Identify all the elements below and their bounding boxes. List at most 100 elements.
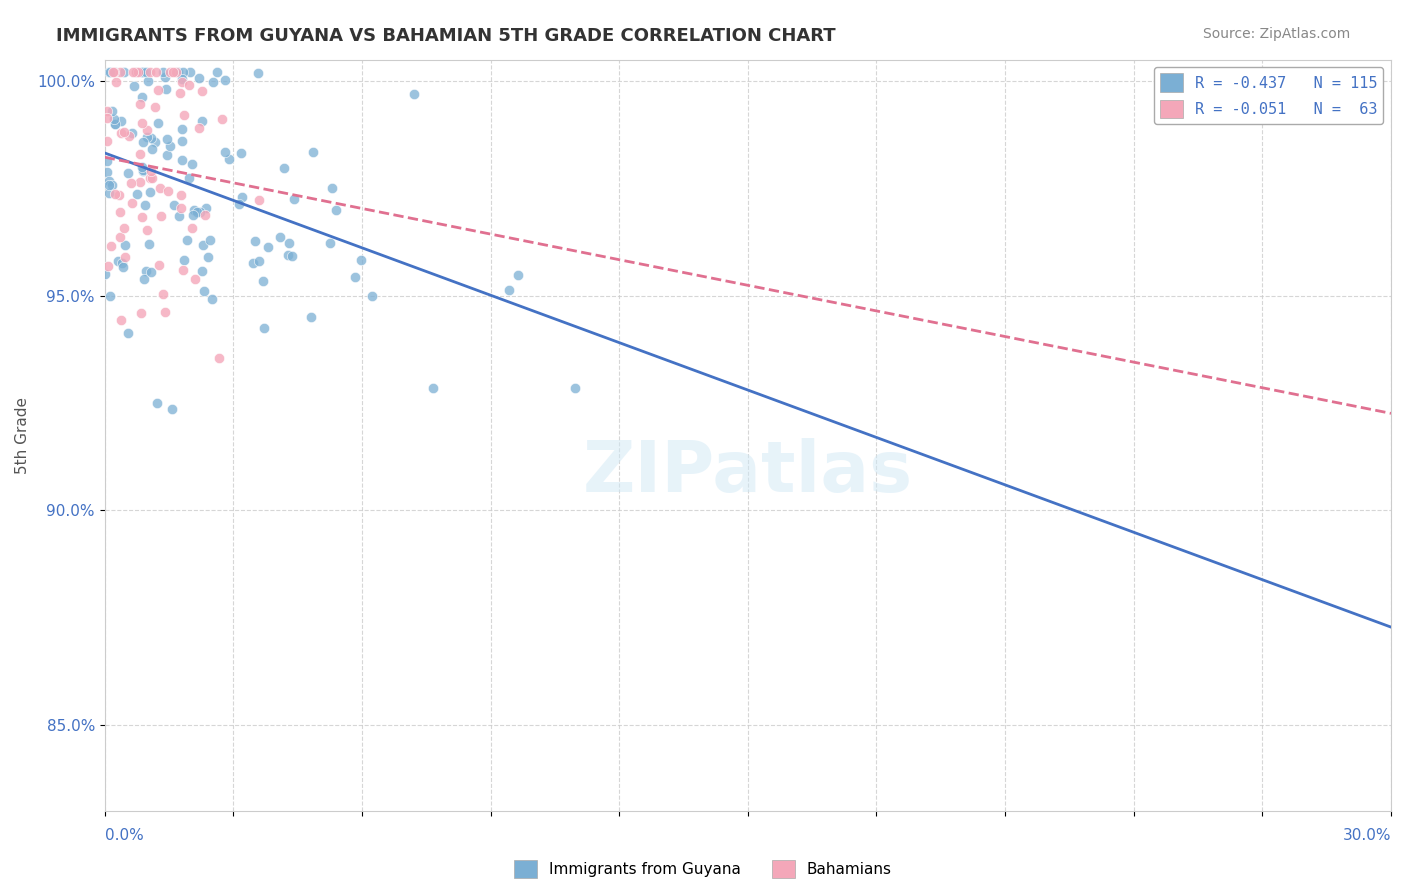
Point (191, 264, 214, 278)
Point (277, 248, 299, 262)
Point (104, 75, 127, 89)
Point (121, 126, 143, 140)
Point (96, 103, 118, 118)
Point (112, 260, 135, 274)
Point (172, 65, 194, 79)
Point (281, 249, 304, 263)
Point (170, 122, 193, 136)
Point (321, 180, 343, 194)
Legend: Immigrants from Guyana, Bahamians: Immigrants from Guyana, Bahamians (508, 854, 898, 884)
Point (131, 89, 153, 103)
Legend: R = -0.437   N = 115, R = -0.051   N =  63: R = -0.437 N = 115, R = -0.051 N = 63 (1153, 67, 1384, 124)
Point (112, 125, 135, 139)
Point (156, 147, 179, 161)
Point (139, 131, 162, 145)
Point (97, 178, 120, 193)
Point (148, 258, 170, 272)
Point (136, 123, 159, 137)
Point (96, 154, 118, 169)
Point (564, 381, 586, 395)
Point (108, 205, 131, 219)
Point (129, 175, 152, 189)
Point (141, 142, 163, 156)
Point (422, 381, 444, 395)
Point (136, 74, 159, 88)
Point (139, 265, 162, 279)
Point (187, 120, 209, 135)
Text: Source: ZipAtlas.com: Source: ZipAtlas.com (1202, 27, 1350, 41)
Point (169, 86, 191, 100)
Point (148, 83, 170, 97)
Point (132, 135, 155, 149)
Point (242, 256, 264, 270)
Point (118, 129, 141, 144)
Point (143, 136, 166, 150)
Point (229, 145, 252, 160)
Point (299, 310, 322, 324)
Point (101, 104, 124, 119)
Text: 30.0%: 30.0% (1343, 828, 1391, 843)
Point (231, 190, 253, 204)
Point (131, 306, 153, 320)
Point (188, 70, 211, 85)
Point (498, 283, 520, 297)
Point (132, 272, 155, 286)
Point (135, 129, 157, 144)
Point (97, 174, 120, 188)
Point (159, 65, 181, 79)
Point (202, 75, 225, 89)
Point (319, 236, 342, 251)
Point (179, 65, 201, 79)
Text: 0.0%: 0.0% (104, 828, 143, 843)
Point (125, 65, 148, 79)
Point (186, 205, 208, 219)
Point (98, 65, 121, 79)
Point (273, 161, 295, 175)
Point (94, 267, 117, 281)
Point (252, 274, 274, 288)
Point (132, 164, 155, 178)
Point (132, 65, 155, 79)
Point (170, 134, 193, 148)
Point (214, 145, 236, 159)
Point (117, 166, 139, 180)
Point (138, 171, 160, 186)
Point (207, 65, 229, 79)
Point (214, 73, 236, 87)
Point (194, 208, 217, 222)
Point (172, 75, 194, 89)
Point (131, 161, 153, 175)
Point (110, 65, 132, 79)
Point (145, 395, 167, 409)
Point (156, 131, 179, 145)
Point (257, 240, 280, 254)
Point (245, 234, 267, 248)
Point (138, 237, 160, 252)
Point (112, 220, 135, 235)
Point (100, 239, 122, 253)
Point (110, 126, 132, 140)
Point (170, 153, 193, 167)
Point (96, 165, 118, 179)
Point (103, 65, 125, 79)
Point (153, 70, 176, 84)
Point (155, 81, 177, 95)
Point (103, 65, 125, 79)
Point (228, 197, 250, 211)
Point (135, 223, 157, 237)
Point (208, 351, 231, 365)
Point (110, 114, 132, 128)
Point (134, 198, 156, 212)
Point (163, 198, 186, 212)
Point (188, 204, 211, 219)
Point (98, 289, 121, 303)
Point (145, 65, 167, 79)
Point (181, 157, 204, 171)
Point (159, 138, 181, 153)
Point (103, 112, 125, 127)
Point (139, 65, 162, 79)
Point (195, 201, 218, 215)
Point (103, 117, 125, 131)
Point (173, 108, 195, 122)
Point (278, 236, 301, 251)
